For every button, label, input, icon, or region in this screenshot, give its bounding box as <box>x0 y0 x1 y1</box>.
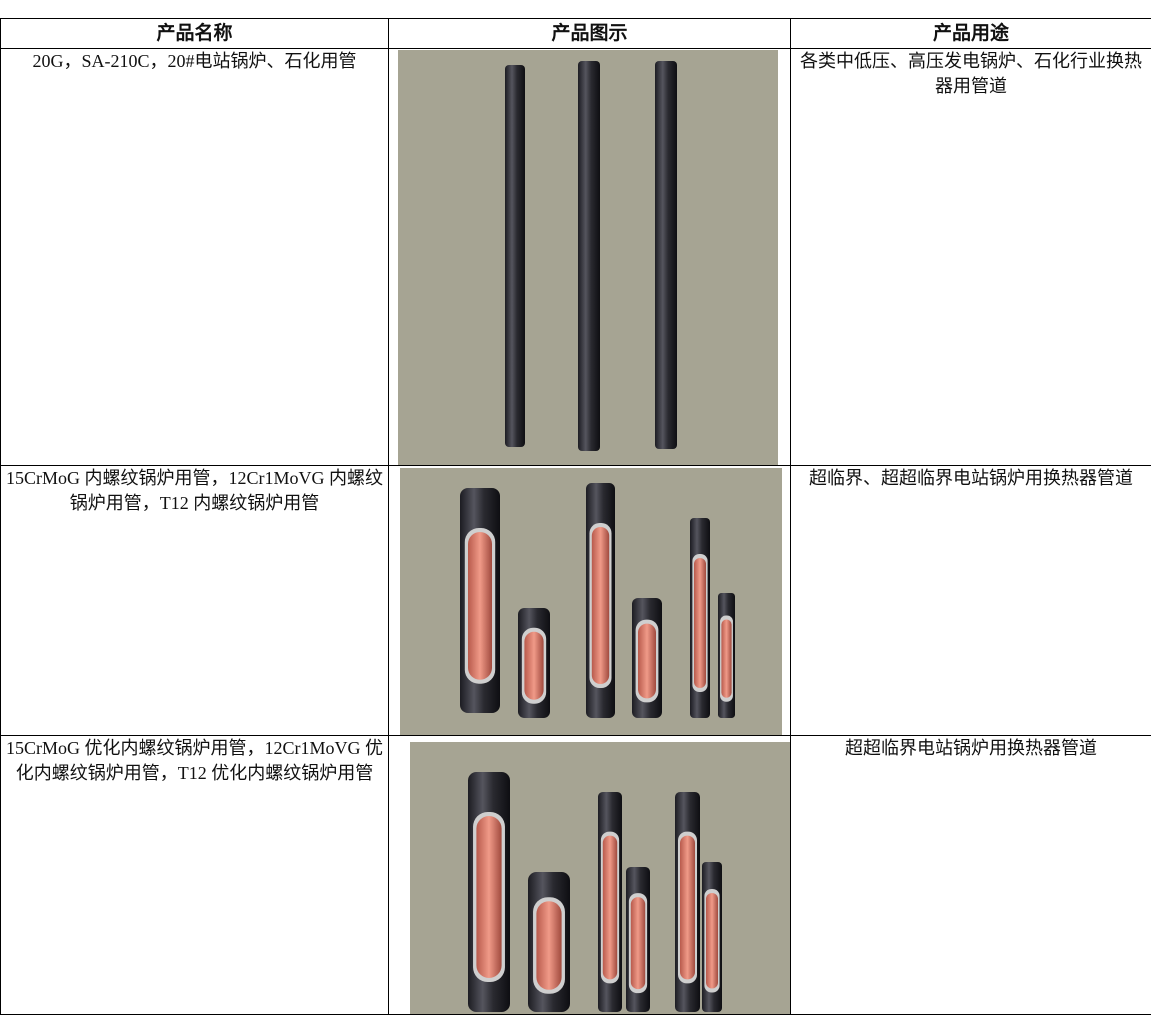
header-cell: 产品名称 <box>0 18 389 49</box>
tube-thread <box>706 893 718 989</box>
product-table: 产品名称 产品图示 产品用途 20G，SA-210C，20#电站锅炉、石化用管 … <box>0 18 1151 1015</box>
tube <box>655 61 677 449</box>
product-use: 各类中低压、高压发电锅炉、石化行业换热器用管道 <box>790 48 1151 466</box>
product-image <box>410 742 790 1014</box>
image-cell <box>388 735 791 1015</box>
product-name: 15CrMoG 优化内螺纹锅炉用管，12Cr1MoVG 优化内螺纹锅炉用管，T1… <box>0 735 389 1015</box>
tube-thread <box>468 532 492 680</box>
tube-thread <box>630 897 646 990</box>
tube-thread <box>638 623 656 699</box>
tube-thread <box>602 835 618 980</box>
tube-thread <box>694 558 706 688</box>
image-cell <box>388 48 791 466</box>
tube-thread <box>536 901 562 990</box>
tube-thread <box>721 619 732 698</box>
table-row: 15CrMoG 内螺纹锅炉用管，12Cr1MoVG 内螺纹锅炉用管，T12 内螺… <box>0 465 1151 736</box>
header-cell: 产品用途 <box>790 18 1151 49</box>
product-use: 超临界、超超临界电站锅炉用换热器管道 <box>790 465 1151 736</box>
header-row: 产品名称 产品图示 产品用途 <box>0 18 1151 49</box>
tube-thread <box>680 835 695 980</box>
tube-thread <box>524 631 544 700</box>
product-image <box>398 50 778 465</box>
table-row: 20G，SA-210C，20#电站锅炉、石化用管 各类中低压、高压发电锅炉、石化… <box>0 48 1151 466</box>
tube-thread <box>476 816 502 978</box>
image-cell <box>388 465 791 736</box>
product-use: 超超临界电站锅炉用换热器管道 <box>790 735 1151 1015</box>
product-name: 15CrMoG 内螺纹锅炉用管，12Cr1MoVG 内螺纹锅炉用管，T12 内螺… <box>0 465 389 736</box>
header-cell: 产品图示 <box>388 18 791 49</box>
product-image <box>400 468 782 735</box>
product-name: 20G，SA-210C，20#电站锅炉、石化用管 <box>0 48 389 466</box>
tube <box>578 61 600 451</box>
table-row: 15CrMoG 优化内螺纹锅炉用管，12Cr1MoVG 优化内螺纹锅炉用管，T1… <box>0 735 1151 1015</box>
tube-thread <box>591 527 610 684</box>
tube <box>505 65 525 447</box>
